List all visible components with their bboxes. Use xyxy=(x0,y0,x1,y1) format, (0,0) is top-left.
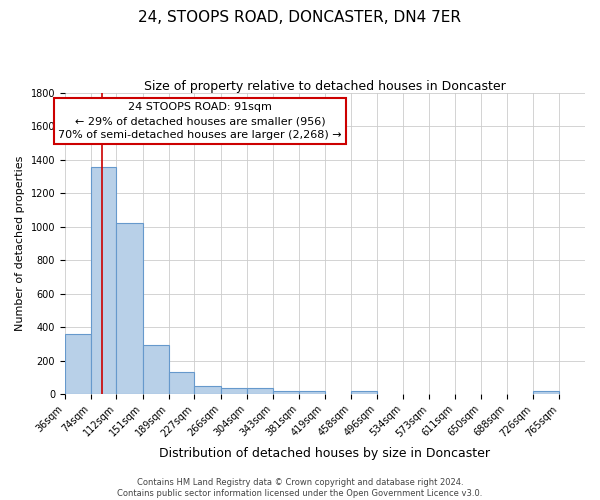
Bar xyxy=(169,372,194,394)
Bar xyxy=(91,166,116,394)
Bar xyxy=(247,388,273,394)
Bar xyxy=(65,334,91,394)
Bar xyxy=(194,386,221,394)
Bar xyxy=(143,346,169,394)
Text: Contains HM Land Registry data © Crown copyright and database right 2024.
Contai: Contains HM Land Registry data © Crown c… xyxy=(118,478,482,498)
Y-axis label: Number of detached properties: Number of detached properties xyxy=(15,156,25,331)
X-axis label: Distribution of detached houses by size in Doncaster: Distribution of detached houses by size … xyxy=(160,447,490,460)
Bar xyxy=(273,390,299,394)
Bar xyxy=(221,388,247,394)
Bar xyxy=(299,390,325,394)
Text: 24, STOOPS ROAD, DONCASTER, DN4 7ER: 24, STOOPS ROAD, DONCASTER, DN4 7ER xyxy=(139,10,461,25)
Bar xyxy=(533,390,559,394)
Bar xyxy=(351,390,377,394)
Text: 24 STOOPS ROAD: 91sqm
← 29% of detached houses are smaller (956)
70% of semi-det: 24 STOOPS ROAD: 91sqm ← 29% of detached … xyxy=(58,102,342,140)
Title: Size of property relative to detached houses in Doncaster: Size of property relative to detached ho… xyxy=(144,80,506,93)
Bar xyxy=(116,224,143,394)
